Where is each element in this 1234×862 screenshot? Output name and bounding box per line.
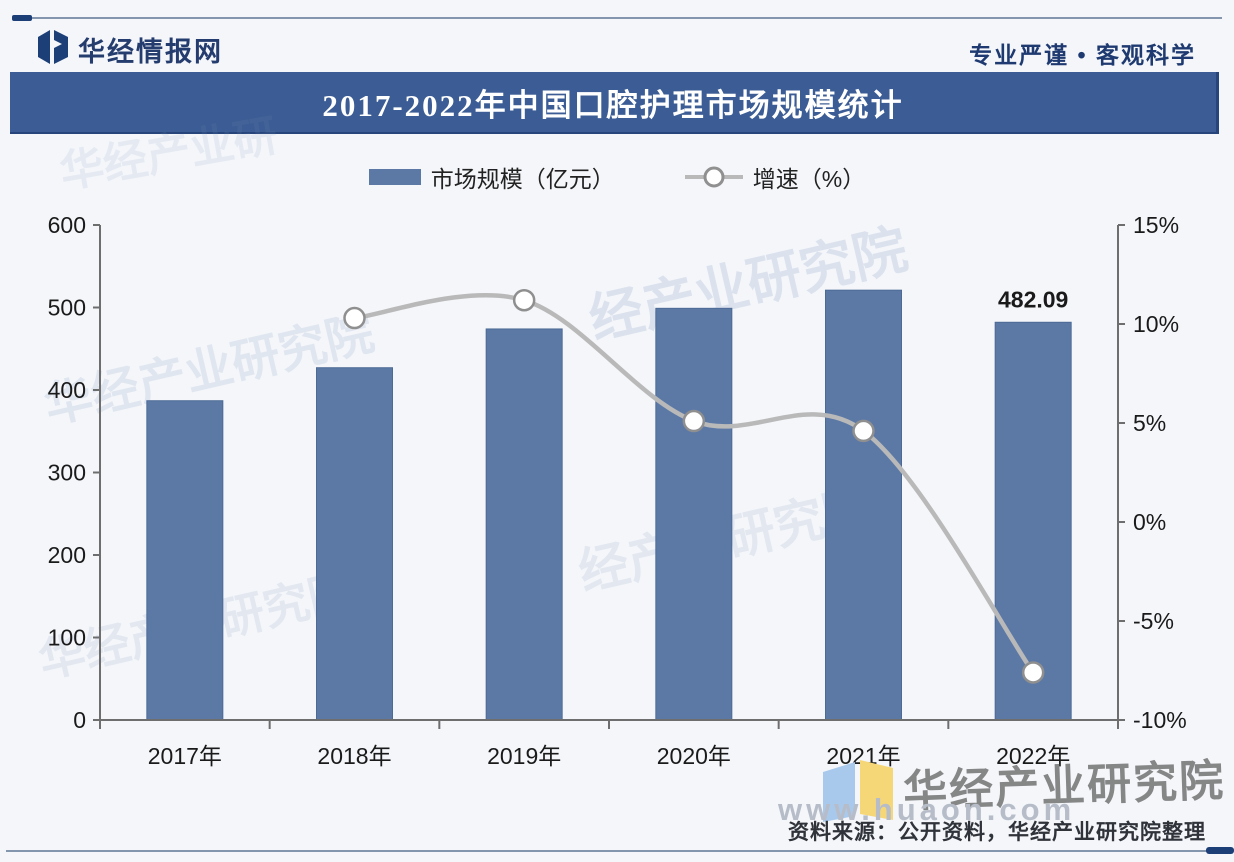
growth-marker	[682, 409, 706, 433]
x-category-label: 2018年	[317, 743, 391, 769]
growth-line	[352, 292, 1036, 675]
y-left-tick-label: 200	[48, 542, 86, 568]
y-left-tick-label: 500	[48, 295, 86, 321]
bottom-divider	[6, 850, 1210, 852]
header-brand: 华经情报网	[38, 30, 223, 69]
legend-line-label: 增速（%）	[752, 166, 866, 192]
legend-item-growth: 增速（%）	[684, 160, 866, 194]
growth-marker	[1021, 661, 1045, 684]
legend-bar-label: 市场规模（亿元）	[430, 166, 615, 192]
growth-marker	[852, 419, 875, 443]
bar-2017年	[146, 400, 224, 721]
bar-2021年	[825, 289, 902, 721]
x-category-label: 2019年	[487, 743, 561, 769]
bar-2022年	[994, 321, 1072, 721]
y-left-tick-label: 0	[73, 707, 86, 733]
y-right-tick-label: 5%	[1133, 410, 1166, 436]
bottom-divider-cap	[1206, 847, 1234, 854]
bar-2020年	[655, 307, 733, 721]
y-right-tick-label: 15%	[1133, 212, 1179, 238]
legend-line-marker-icon	[703, 166, 725, 188]
legend-item-market-size: 市场规模（亿元）	[368, 160, 615, 194]
y-right-tick-label: -5%	[1133, 608, 1174, 634]
chart-legend: 市场规模（亿元） 增速（%）	[0, 160, 1234, 194]
header-tagline: 专业严谨 • 客观科学	[969, 42, 1196, 68]
bar-value-label: 482.09	[998, 286, 1068, 312]
brand-name: 华经情报网	[78, 37, 223, 67]
data-source-note: 资料来源：公开资料，华经产业研究院整理	[788, 821, 1206, 844]
footer-brand-logo-icon	[823, 760, 899, 827]
y-left-tick-label: 400	[48, 377, 86, 403]
x-category-label: 2020年	[657, 743, 731, 769]
x-category-label: 2022年	[996, 743, 1070, 769]
footer-brand-url: www.huaon.com	[778, 792, 1076, 827]
bar-2019年	[485, 328, 563, 721]
brand-logo-icon	[38, 30, 68, 69]
y-left-tick-label: 600	[48, 212, 86, 238]
top-divider-cap	[12, 15, 32, 21]
page-title: 2017-2022年中国口腔护理市场规模统计	[322, 87, 904, 123]
y-left-tick-label: 300	[48, 460, 86, 486]
y-right-tick-label: 0%	[1133, 509, 1166, 535]
bar-2018年	[316, 367, 393, 721]
top-divider	[12, 17, 1222, 19]
y-right-tick-label: 10%	[1133, 311, 1179, 337]
growth-marker	[343, 306, 366, 330]
y-left-tick-label: 100	[48, 625, 86, 651]
legend-line-glyph	[684, 166, 743, 188]
legend-bar-swatch	[368, 169, 421, 185]
title-banner: 2017-2022年中国口腔护理市场规模统计	[10, 72, 1219, 134]
y-right-tick-label: -10%	[1133, 707, 1187, 733]
growth-marker	[512, 288, 536, 312]
axes-lines	[99, 225, 1119, 721]
x-category-label: 2017年	[148, 743, 222, 769]
